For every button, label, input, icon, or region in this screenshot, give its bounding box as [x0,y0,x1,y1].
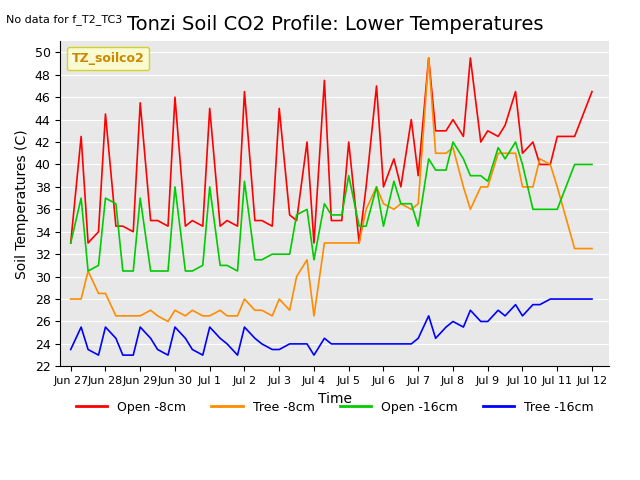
Title: Tonzi Soil CO2 Profile: Lower Temperatures: Tonzi Soil CO2 Profile: Lower Temperatur… [127,15,543,34]
Y-axis label: Soil Temperatures (C): Soil Temperatures (C) [15,129,29,278]
X-axis label: Time: Time [318,392,352,406]
Text: No data for f_T2_TC3: No data for f_T2_TC3 [6,14,123,25]
Legend: Open -8cm, Tree -8cm, Open -16cm, Tree -16cm: Open -8cm, Tree -8cm, Open -16cm, Tree -… [71,396,598,419]
